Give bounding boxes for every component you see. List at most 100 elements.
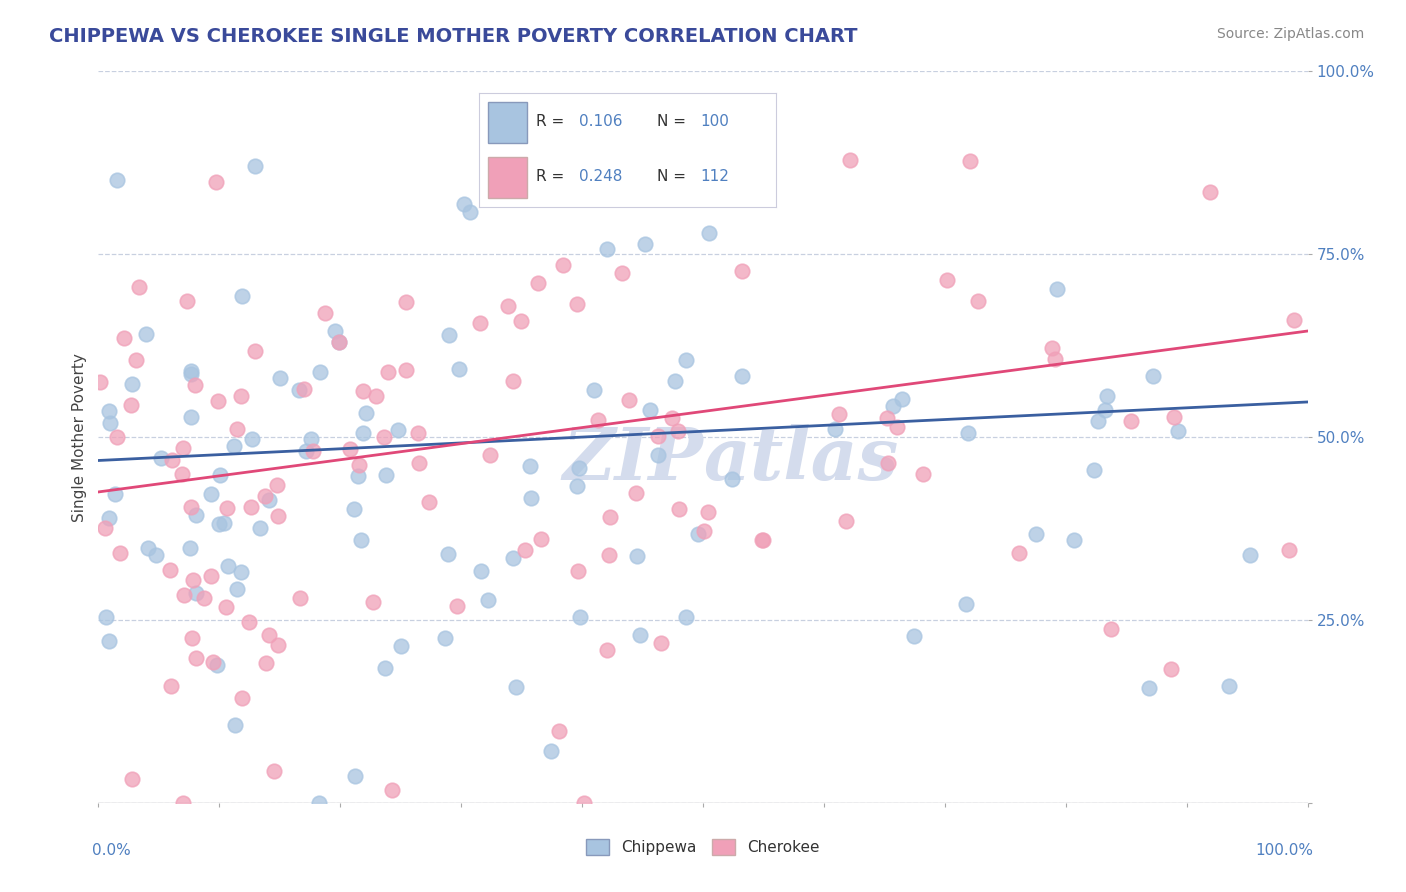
Point bbox=[98, 634, 121, 648]
Point bbox=[955, 597, 977, 611]
Point bbox=[882, 399, 904, 413]
Point bbox=[136, 541, 159, 555]
Point bbox=[328, 334, 350, 349]
Point bbox=[257, 628, 280, 642]
Point bbox=[394, 295, 416, 310]
Point bbox=[959, 154, 981, 169]
Point bbox=[229, 389, 252, 403]
Point bbox=[436, 547, 458, 561]
Text: CHIPPEWA VS CHEROKEE SINGLE MOTHER POVERTY CORRELATION CHART: CHIPPEWA VS CHEROKEE SINGLE MOTHER POVER… bbox=[49, 27, 858, 45]
Point bbox=[1045, 351, 1067, 366]
Point bbox=[647, 448, 669, 462]
Point bbox=[730, 368, 752, 383]
Point bbox=[957, 425, 980, 440]
Point bbox=[381, 782, 404, 797]
Point bbox=[418, 495, 440, 509]
Point bbox=[245, 344, 267, 359]
Point bbox=[208, 516, 231, 531]
Point bbox=[508, 159, 530, 173]
Point bbox=[697, 226, 720, 240]
Point bbox=[323, 324, 346, 338]
Point bbox=[257, 492, 280, 507]
Point bbox=[1087, 414, 1109, 428]
Point bbox=[179, 541, 201, 556]
Point bbox=[529, 533, 551, 547]
Point bbox=[596, 643, 619, 657]
Point bbox=[1099, 622, 1122, 636]
Point bbox=[98, 416, 121, 430]
Point bbox=[664, 375, 686, 389]
Point bbox=[288, 383, 311, 397]
Point bbox=[567, 564, 589, 578]
Point bbox=[891, 392, 914, 406]
Point bbox=[226, 582, 249, 597]
Point bbox=[180, 367, 202, 381]
Point bbox=[638, 402, 661, 417]
Point bbox=[373, 430, 395, 444]
Text: 100.0%: 100.0% bbox=[1256, 843, 1313, 858]
Point bbox=[1142, 368, 1164, 383]
Point bbox=[478, 449, 501, 463]
Point bbox=[828, 407, 851, 421]
Point bbox=[208, 467, 231, 482]
Point bbox=[599, 509, 621, 524]
Point bbox=[406, 425, 429, 440]
Point bbox=[172, 796, 194, 810]
Point bbox=[266, 478, 288, 492]
Point bbox=[967, 294, 990, 309]
Point bbox=[647, 429, 669, 443]
Point bbox=[350, 533, 373, 547]
Point bbox=[1040, 342, 1063, 356]
Point bbox=[752, 533, 775, 547]
Point bbox=[1218, 679, 1240, 693]
Point bbox=[314, 306, 336, 320]
Point bbox=[353, 384, 375, 398]
Point bbox=[184, 377, 207, 392]
Point bbox=[267, 509, 290, 524]
Point bbox=[160, 453, 183, 467]
Point bbox=[510, 314, 533, 328]
Point bbox=[295, 443, 318, 458]
Point bbox=[1119, 414, 1142, 428]
Point bbox=[519, 458, 541, 473]
Point bbox=[249, 521, 271, 535]
Point bbox=[172, 441, 194, 455]
Point bbox=[598, 548, 620, 562]
Point bbox=[520, 491, 543, 505]
Point bbox=[266, 639, 288, 653]
Point bbox=[193, 591, 215, 605]
Point bbox=[610, 266, 633, 280]
Point bbox=[449, 362, 471, 376]
Point bbox=[201, 655, 224, 669]
Point bbox=[574, 796, 596, 810]
Point bbox=[254, 656, 277, 670]
Point bbox=[215, 599, 238, 614]
Point bbox=[565, 297, 588, 311]
Point bbox=[751, 533, 773, 547]
Point bbox=[1167, 424, 1189, 438]
Point bbox=[389, 639, 412, 653]
Point bbox=[173, 588, 195, 602]
Point bbox=[502, 550, 524, 565]
Point bbox=[229, 565, 252, 579]
Point bbox=[675, 353, 697, 368]
Point bbox=[181, 632, 204, 646]
Point bbox=[666, 424, 689, 438]
Point bbox=[224, 718, 246, 732]
Point bbox=[299, 432, 322, 446]
Point bbox=[290, 591, 312, 606]
Point bbox=[93, 521, 115, 535]
Point bbox=[569, 609, 592, 624]
Point bbox=[540, 744, 562, 758]
Point bbox=[1063, 533, 1085, 548]
Point bbox=[222, 439, 245, 453]
Point bbox=[446, 599, 468, 614]
Point bbox=[628, 628, 651, 642]
Point bbox=[159, 563, 181, 577]
Point bbox=[1097, 389, 1119, 403]
Point bbox=[877, 456, 900, 470]
Point bbox=[120, 398, 142, 412]
Point bbox=[98, 511, 121, 525]
Point bbox=[377, 365, 399, 379]
Point bbox=[342, 501, 364, 516]
